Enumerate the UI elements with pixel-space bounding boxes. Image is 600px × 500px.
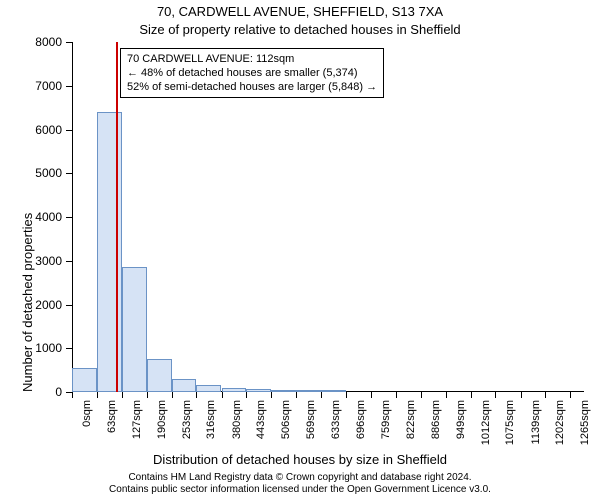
histogram-bar — [172, 379, 197, 392]
y-axis-line — [72, 42, 73, 392]
y-tick-label: 3000 — [35, 255, 72, 267]
attribution-line-1: Contains HM Land Registry data © Crown c… — [0, 472, 600, 484]
x-tick — [570, 392, 571, 398]
x-tick — [396, 392, 397, 398]
chart-subtitle: Size of property relative to detached ho… — [0, 22, 600, 38]
x-tick — [371, 392, 372, 398]
x-axis-title: Distribution of detached houses by size … — [0, 452, 600, 467]
chart-root: 70, CARDWELL AVENUE, SHEFFIELD, S13 7XA … — [0, 0, 600, 500]
histogram-bar — [122, 267, 147, 392]
x-tick — [421, 392, 422, 398]
y-axis-title: Number of detached properties — [20, 213, 35, 392]
histogram-bar — [271, 390, 296, 392]
attribution-line-2: Contains public sector information licen… — [0, 484, 600, 496]
histogram-bar — [321, 390, 346, 392]
annotation-line-2: ← 48% of detached houses are smaller (5,… — [127, 66, 377, 80]
x-tick — [196, 392, 197, 398]
x-tick — [495, 392, 496, 398]
x-tick — [346, 392, 347, 398]
y-tick-label: 6000 — [35, 124, 72, 136]
y-tick-label: 1000 — [35, 342, 72, 354]
histogram-bar — [296, 390, 321, 392]
x-tick — [271, 392, 272, 398]
y-tick-label: 4000 — [35, 211, 72, 223]
annotation-line-3: 52% of semi-detached houses are larger (… — [127, 80, 377, 94]
y-tick-label: 8000 — [35, 36, 72, 48]
annotation-box: 70 CARDWELL AVENUE: 112sqm ← 48% of deta… — [120, 48, 384, 98]
x-tick — [545, 392, 546, 398]
attribution: Contains HM Land Registry data © Crown c… — [0, 472, 600, 496]
x-tick — [222, 392, 223, 398]
histogram-bar — [222, 388, 247, 392]
histogram-bar — [246, 389, 271, 392]
x-tick — [296, 392, 297, 398]
histogram-bar — [72, 368, 97, 393]
chart-title: 70, CARDWELL AVENUE, SHEFFIELD, S13 7XA — [0, 4, 600, 20]
x-tick — [172, 392, 173, 398]
x-tick — [97, 392, 98, 398]
x-tick — [246, 392, 247, 398]
x-tick — [147, 392, 148, 398]
x-tick — [446, 392, 447, 398]
y-tick-label: 7000 — [35, 80, 72, 92]
histogram-bar — [196, 385, 221, 392]
x-tick — [72, 392, 73, 398]
y-tick-label: 2000 — [35, 299, 72, 311]
y-tick-label: 5000 — [35, 167, 72, 179]
x-tick — [321, 392, 322, 398]
property-marker-line — [116, 42, 118, 392]
x-tick — [122, 392, 123, 398]
x-tick — [521, 392, 522, 398]
annotation-line-1: 70 CARDWELL AVENUE: 112sqm — [127, 52, 377, 66]
y-tick-label: 0 — [55, 386, 72, 398]
histogram-bar — [147, 359, 172, 392]
x-tick — [471, 392, 472, 398]
plot-area: 010002000300040005000600070008000 0sqm63… — [72, 42, 584, 392]
